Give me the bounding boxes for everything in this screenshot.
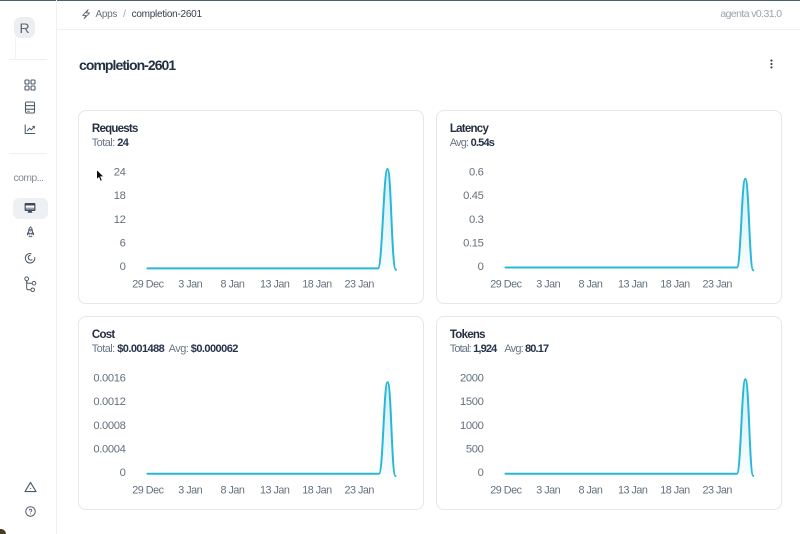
svg-text:29 Dec: 29 Dec xyxy=(490,279,522,291)
svg-text:0: 0 xyxy=(478,467,484,479)
svg-text:3 Jan: 3 Jan xyxy=(178,485,202,497)
svg-text:29 Dec: 29 Dec xyxy=(132,279,164,291)
svg-text:8 Jan: 8 Jan xyxy=(220,279,244,291)
svg-text:2000: 2000 xyxy=(460,373,484,385)
svg-text:1000: 1000 xyxy=(460,420,484,432)
svg-text:3 Jan: 3 Jan xyxy=(178,279,202,291)
svg-text:8 Jan: 8 Jan xyxy=(578,485,602,497)
svg-text:23 Jan: 23 Jan xyxy=(344,485,374,497)
svg-text:0.0012: 0.0012 xyxy=(93,396,125,408)
svg-text:0: 0 xyxy=(120,467,126,479)
svg-text:0.6: 0.6 xyxy=(469,167,484,179)
svg-text:6: 6 xyxy=(120,237,126,249)
svg-text:0.0008: 0.0008 xyxy=(93,420,125,432)
svg-text:13 Jan: 13 Jan xyxy=(260,279,290,291)
svg-text:24: 24 xyxy=(114,167,126,179)
svg-text:18 Jan: 18 Jan xyxy=(302,279,332,291)
svg-text:29 Dec: 29 Dec xyxy=(132,485,164,497)
svg-text:18 Jan: 18 Jan xyxy=(302,485,332,497)
svg-text:0: 0 xyxy=(120,261,126,273)
svg-text:0.45: 0.45 xyxy=(463,190,484,202)
svg-text:12: 12 xyxy=(114,214,126,226)
svg-text:0.0004: 0.0004 xyxy=(93,443,125,455)
svg-text:13 Jan: 13 Jan xyxy=(618,279,648,291)
svg-text:23 Jan: 23 Jan xyxy=(344,279,374,291)
svg-text:3 Jan: 3 Jan xyxy=(536,279,560,291)
svg-text:18: 18 xyxy=(114,190,126,202)
svg-text:0.0016: 0.0016 xyxy=(93,373,125,385)
svg-text:3 Jan: 3 Jan xyxy=(536,485,560,497)
svg-text:500: 500 xyxy=(466,443,484,455)
svg-text:1500: 1500 xyxy=(460,396,484,408)
svg-text:23 Jan: 23 Jan xyxy=(702,485,732,497)
svg-text:0.3: 0.3 xyxy=(469,214,484,226)
svg-text:13 Jan: 13 Jan xyxy=(260,485,290,497)
svg-text:13 Jan: 13 Jan xyxy=(618,485,648,497)
svg-text:23 Jan: 23 Jan xyxy=(702,279,732,291)
svg-text:8 Jan: 8 Jan xyxy=(578,279,602,291)
svg-text:8 Jan: 8 Jan xyxy=(220,485,244,497)
svg-text:18 Jan: 18 Jan xyxy=(660,485,690,497)
svg-text:18 Jan: 18 Jan xyxy=(660,279,690,291)
svg-text:0: 0 xyxy=(478,261,484,273)
svg-text:29 Dec: 29 Dec xyxy=(490,485,522,497)
svg-text:0.15: 0.15 xyxy=(463,237,484,249)
